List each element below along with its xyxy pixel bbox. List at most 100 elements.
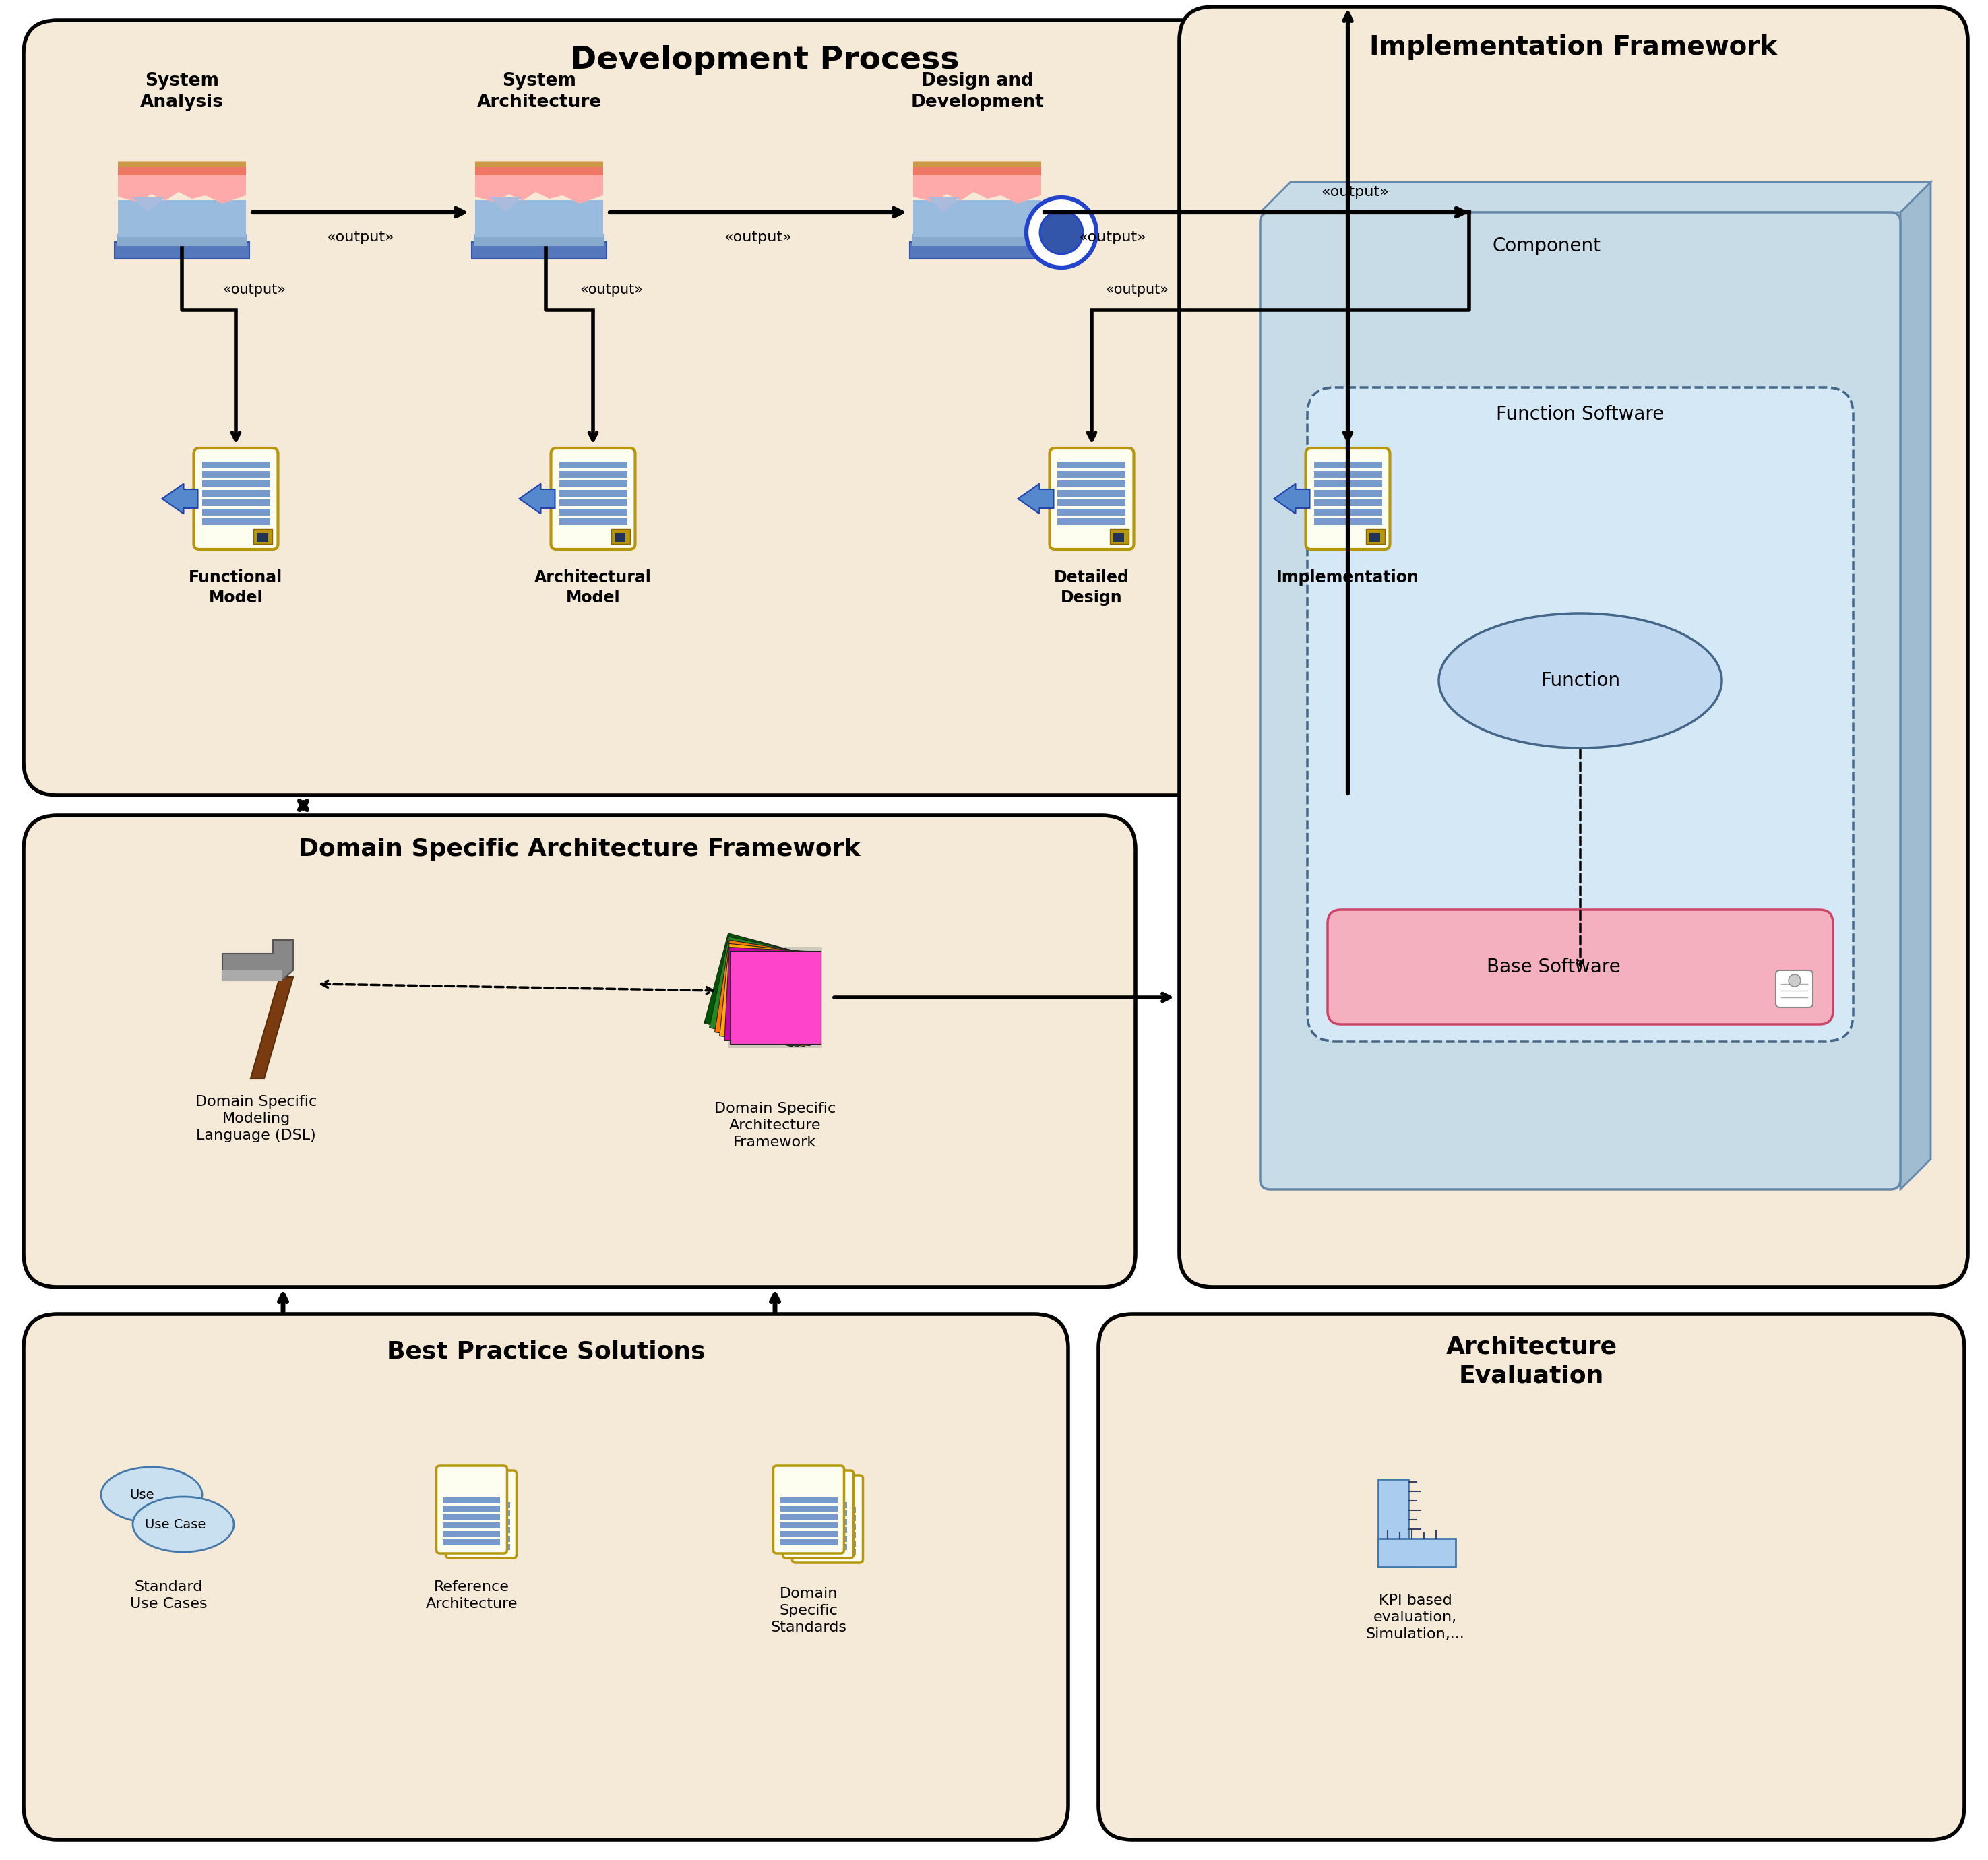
Circle shape (1040, 210, 1083, 255)
Bar (779, 1514, 837, 1520)
Bar (203, 471, 270, 478)
Bar (779, 1540, 837, 1546)
FancyBboxPatch shape (1179, 7, 1968, 1287)
Bar (473, 234, 604, 246)
Polygon shape (475, 175, 602, 203)
Bar (117, 201, 247, 238)
Text: Domain Specific Architecture Framework: Domain Specific Architecture Framework (298, 837, 861, 861)
Polygon shape (912, 167, 1042, 192)
FancyBboxPatch shape (710, 937, 817, 1047)
Polygon shape (250, 976, 292, 1079)
Text: «output»: «output» (580, 283, 642, 296)
Text: Development Process: Development Process (571, 45, 960, 76)
Bar (799, 1540, 857, 1546)
Bar (453, 1536, 509, 1542)
Bar (453, 1510, 509, 1516)
Bar (453, 1501, 509, 1508)
Text: «output»: «output» (223, 283, 286, 296)
Bar (799, 1514, 857, 1521)
FancyBboxPatch shape (445, 1471, 517, 1559)
Bar (779, 1505, 837, 1512)
Text: System
Architecture: System Architecture (477, 73, 602, 112)
Bar (117, 234, 247, 246)
Bar (1058, 498, 1125, 506)
Bar (610, 528, 630, 543)
Bar (1058, 471, 1125, 478)
FancyBboxPatch shape (783, 1471, 853, 1559)
Bar (789, 1510, 847, 1516)
Bar (911, 242, 1044, 259)
Text: Use: Use (129, 1488, 153, 1501)
Bar (912, 234, 1042, 246)
Bar (453, 1544, 509, 1549)
Polygon shape (912, 162, 1042, 179)
FancyBboxPatch shape (1050, 448, 1133, 549)
FancyBboxPatch shape (551, 448, 634, 549)
Bar (1058, 510, 1125, 515)
Text: Functional
Model: Functional Model (189, 569, 282, 606)
Text: Reference
Architecture: Reference Architecture (425, 1581, 517, 1611)
Bar (789, 1501, 847, 1508)
Bar (1314, 480, 1382, 487)
Bar (1378, 1479, 1408, 1566)
Bar (789, 1536, 847, 1542)
FancyBboxPatch shape (193, 448, 278, 549)
Polygon shape (475, 167, 602, 192)
Text: Best Practice Solutions: Best Practice Solutions (386, 1339, 706, 1363)
Bar (559, 510, 626, 515)
Text: Domain Specific
Modeling
Language (DSL): Domain Specific Modeling Language (DSL) (195, 1096, 316, 1142)
Bar (443, 1531, 501, 1536)
Bar (559, 519, 626, 525)
Text: Use Case: Use Case (145, 1518, 205, 1531)
Bar (203, 480, 270, 487)
FancyBboxPatch shape (791, 1475, 863, 1562)
Bar (203, 498, 270, 506)
Text: «output»: «output» (1320, 186, 1390, 199)
Polygon shape (163, 484, 197, 513)
Bar (779, 1521, 837, 1529)
Bar (614, 532, 626, 543)
Bar (256, 532, 268, 543)
Bar (1314, 461, 1382, 469)
Text: «output»: «output» (1077, 231, 1147, 244)
Bar (912, 201, 1042, 238)
Text: Function Software: Function Software (1497, 405, 1664, 424)
FancyBboxPatch shape (1308, 387, 1853, 1042)
Bar (799, 1549, 857, 1555)
Bar (789, 1518, 847, 1525)
FancyBboxPatch shape (1328, 910, 1833, 1025)
Bar (1366, 528, 1384, 543)
Bar (115, 242, 248, 259)
Bar (1378, 1538, 1455, 1566)
Bar (254, 528, 272, 543)
Ellipse shape (101, 1468, 203, 1521)
Text: Domain Specific
Architecture
Framework: Domain Specific Architecture Framework (714, 1101, 835, 1149)
Polygon shape (1901, 182, 1930, 1189)
Text: KPI based
evaluation,
Simulation,...: KPI based evaluation, Simulation,... (1366, 1594, 1465, 1641)
Bar (779, 1497, 837, 1503)
Bar (203, 461, 270, 469)
FancyBboxPatch shape (716, 941, 819, 1047)
Bar (799, 1507, 857, 1512)
Polygon shape (519, 484, 555, 513)
Ellipse shape (133, 1497, 235, 1551)
Bar (1370, 532, 1380, 543)
Polygon shape (117, 175, 247, 203)
Text: Function: Function (1541, 671, 1620, 690)
Circle shape (1789, 975, 1801, 986)
FancyBboxPatch shape (24, 1315, 1068, 1840)
Bar (453, 1518, 509, 1525)
Polygon shape (223, 971, 282, 980)
Bar (559, 471, 626, 478)
Polygon shape (223, 939, 292, 980)
FancyBboxPatch shape (1306, 448, 1390, 549)
Text: Standard
Use Cases: Standard Use Cases (129, 1581, 207, 1611)
FancyBboxPatch shape (730, 950, 821, 1043)
Bar (559, 480, 626, 487)
Bar (203, 519, 270, 525)
Polygon shape (475, 162, 602, 179)
Bar (1058, 519, 1125, 525)
Bar (1314, 489, 1382, 497)
Polygon shape (912, 175, 1042, 203)
FancyBboxPatch shape (435, 1466, 507, 1553)
